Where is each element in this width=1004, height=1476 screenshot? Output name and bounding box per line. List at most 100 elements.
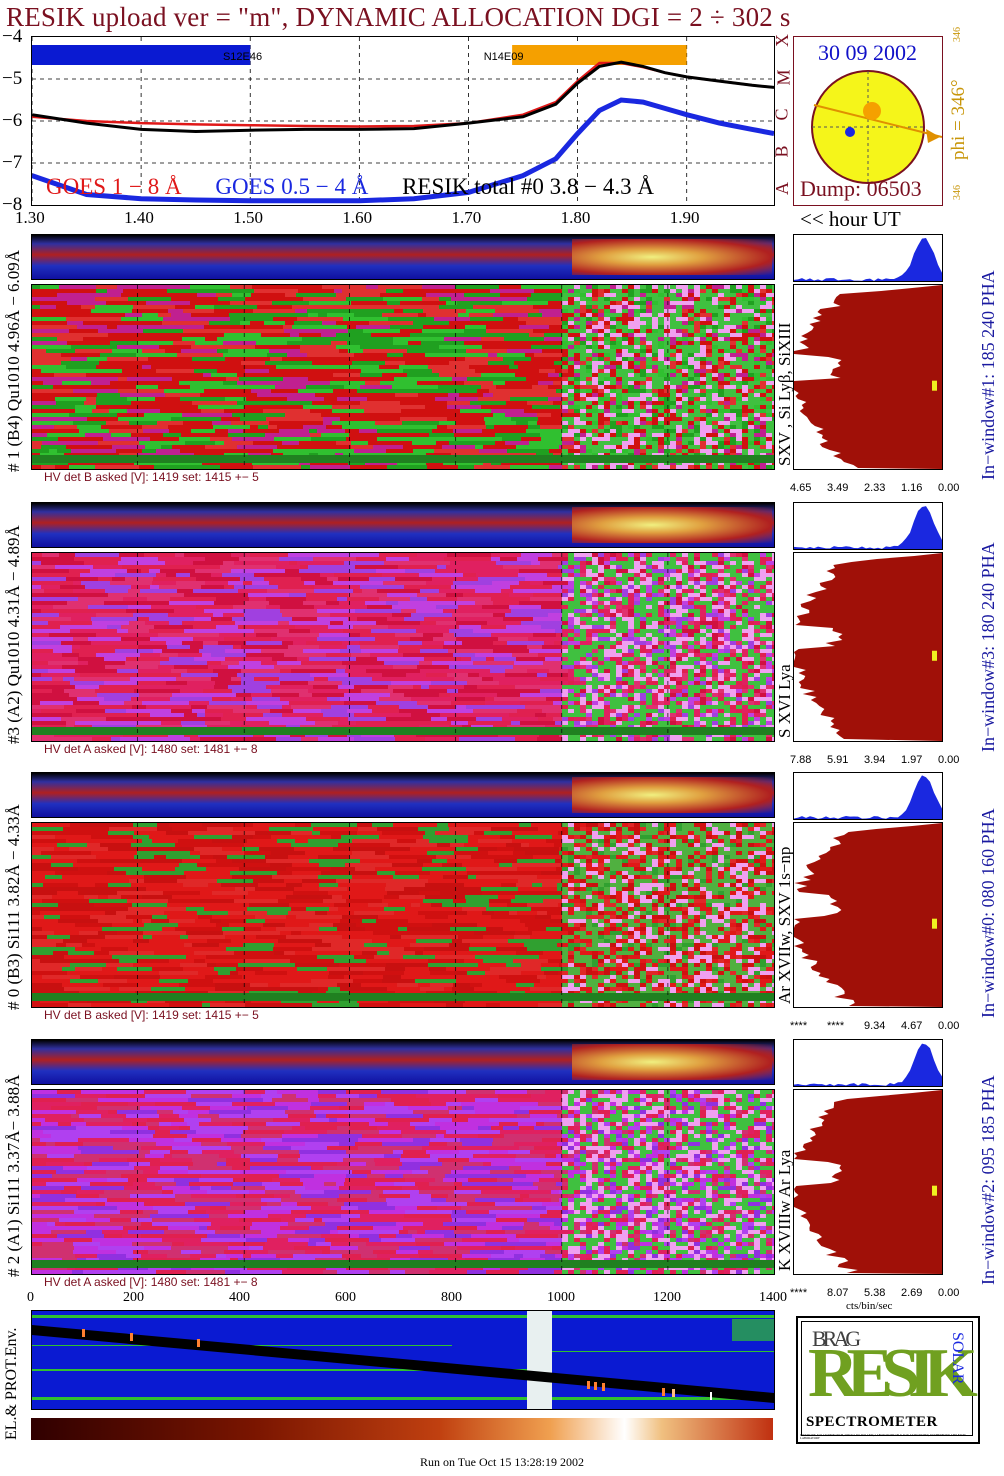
spectrogram-cell: [32, 405, 75, 409]
spectrogram-cell: [340, 365, 379, 369]
spectrogram-cell: [471, 701, 485, 705]
spectrogram-cell: [640, 297, 646, 301]
flare-label-s12e46: S12E46: [223, 51, 262, 63]
spectrogram-cell: [754, 653, 760, 657]
spectrogram-cell: [138, 669, 171, 673]
spectrogram-cell: [634, 437, 640, 441]
spectrogram-cell: [168, 309, 183, 313]
spectrogram-cell: [736, 337, 742, 341]
spectrogram-cell: [228, 385, 275, 389]
spectrogram-cell: [128, 629, 149, 633]
spectrogram-cell: [718, 617, 724, 621]
spectrogram-cell: [736, 437, 742, 441]
spectrogram-cell: [658, 417, 664, 421]
spectrogram-cell: [342, 641, 359, 645]
spectrogram-cell: [712, 289, 718, 293]
spectrogram-cell: [395, 393, 418, 397]
spectrogram-cell: [568, 321, 574, 325]
spectrogram-cell: [706, 561, 712, 565]
spectrogram-cell: [694, 421, 700, 425]
spectrogram-cell: [682, 381, 688, 385]
spectrogram-cell: [500, 293, 509, 297]
spectrogram-cell: [95, 689, 134, 693]
spectrogram-cell: [712, 337, 718, 341]
spectrogram-cell: [277, 425, 303, 429]
spectrogram-cell: [694, 653, 700, 657]
spectrogram-cell: [95, 465, 139, 469]
spectrogram-cell: [232, 293, 251, 297]
spectrogram-cell: [239, 377, 283, 381]
spectrogram-cell: [360, 401, 400, 405]
spectrogram-cell: [640, 345, 646, 349]
spectrogram-cell: [706, 353, 712, 357]
spectrogram-cell: [182, 565, 220, 569]
spectrogram-cell: [748, 557, 754, 561]
spectrogram-cell: [158, 633, 179, 637]
spectrogram-cell: [688, 561, 694, 565]
spectrogram-cell: [736, 701, 742, 705]
spectrogram-cell: [730, 309, 736, 313]
spectrogram-cell: [754, 445, 760, 449]
spectrogram-cell: [458, 689, 504, 693]
spectrogram-cell: [111, 433, 131, 437]
spectrogram-cell: [736, 413, 742, 417]
spectrogram-cell: [676, 337, 682, 341]
spectrogram-cell: [646, 385, 652, 389]
spectrogram-cell: [32, 357, 71, 361]
spectrogram-cell: [652, 669, 658, 673]
spectrogram-cell: [718, 365, 724, 369]
spectrogram-cell: [568, 409, 574, 413]
spectrogram-cell: [422, 329, 464, 333]
spectrogram-cell: [538, 393, 569, 397]
spectrogram-cell: [142, 349, 165, 353]
spectrogram-cell: [184, 629, 218, 633]
spectrogram-cell: [772, 673, 774, 677]
spectrogram-cell: [616, 433, 622, 437]
spectrogram-cell: [640, 645, 646, 649]
spectrogram-cell: [670, 577, 676, 581]
spectrogram-cell: [32, 721, 66, 725]
spectrogram-cell: [399, 365, 428, 369]
spectrogram-cell: [754, 389, 760, 393]
spectrogram-cell: [664, 305, 670, 309]
spectrogram-cell: [90, 569, 127, 573]
spectrogram-cell: [754, 465, 760, 469]
spectrogram-cell: [410, 637, 433, 641]
spectrogram-cell: [760, 645, 766, 649]
spectrogram-cell: [580, 401, 586, 405]
spectrogram-cell: [688, 593, 694, 597]
spectrogram-cell: [664, 333, 670, 337]
spectrogram-cell: [676, 601, 682, 605]
spectrogram-cell: [377, 429, 416, 433]
spectrogram-cell: [406, 673, 426, 677]
spectrogram-cell: [766, 313, 772, 317]
spectrogram-cell: [453, 333, 482, 337]
spectrogram-cell: [646, 577, 652, 581]
spectrogram-cell: [467, 377, 504, 381]
spectrogram-cell: [634, 601, 640, 605]
spectrogram-cell: [568, 673, 574, 677]
spectrogram-cell: [772, 385, 774, 389]
spectrogram-cell: [634, 341, 640, 345]
spectrogram-cell: [742, 329, 748, 333]
spectrogram-cell: [760, 393, 766, 397]
spectrogram-cell: [634, 617, 640, 621]
spectrogram-cell: [266, 401, 312, 405]
spectrogram-cell: [640, 385, 646, 389]
spectrogram-cell: [736, 433, 742, 437]
spectrogram-cell: [658, 449, 664, 453]
spectrogram-cell: [640, 433, 646, 437]
spectrogram-cell: [447, 673, 468, 677]
spectrogram-cell: [604, 657, 610, 661]
spectrogram-cell: [760, 681, 766, 685]
spectrogram-cell: [244, 601, 269, 605]
spectrogram-cell: [568, 713, 574, 717]
spectrogram-cell: [580, 437, 586, 441]
spectrogram-cell: [682, 573, 688, 577]
spectrogram-cell: [766, 561, 772, 565]
spectrogram-cell: [676, 613, 682, 617]
spectrogram-cell: [754, 717, 760, 721]
spectrogram-cell: [760, 425, 766, 429]
spectrogram-cell: [730, 613, 736, 617]
spectrogram-cell: [217, 337, 255, 341]
